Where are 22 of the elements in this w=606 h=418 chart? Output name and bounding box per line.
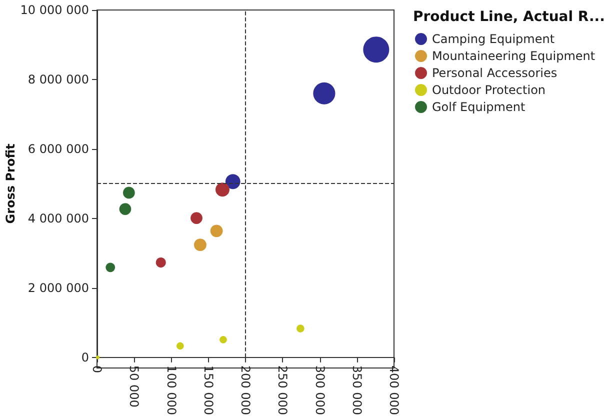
x-tick-label: 350 000 bbox=[350, 365, 364, 415]
legend-label: Mountaineering Equipment bbox=[432, 49, 596, 63]
y-tick-label: 6 000 000 bbox=[28, 142, 89, 156]
legend-label: Personal Accessories bbox=[432, 66, 558, 80]
legend-label: Golf Equipment bbox=[432, 100, 526, 114]
x-tick-label: 100 000 bbox=[164, 365, 178, 415]
y-tick-label: 2 000 000 bbox=[28, 280, 89, 295]
x-tick-label: 250 000 bbox=[276, 365, 290, 415]
y-tick-label: 0 bbox=[81, 350, 89, 364]
legend-title: Product Line, Actual R... bbox=[413, 9, 605, 25]
legend-label: Camping Equipment bbox=[432, 32, 555, 46]
x-tick-label: 400 000 bbox=[387, 365, 401, 415]
x-tick-label: 150 000 bbox=[201, 365, 216, 415]
y-tick-label: 10 000 000 bbox=[20, 3, 89, 17]
x-tick-label: 300 000 bbox=[312, 365, 327, 415]
x-tick-label: 0 bbox=[90, 365, 104, 374]
y-tick-label: 8 000 000 bbox=[28, 72, 89, 86]
y-tick-label: 4 000 000 bbox=[28, 211, 89, 226]
x-tick-label: 200 000 bbox=[238, 365, 252, 415]
legend-label: Outdoor Protection bbox=[432, 83, 546, 97]
x-tick-label: 50 000 bbox=[127, 365, 142, 408]
y-axis-title: Gross Profit bbox=[3, 143, 18, 224]
